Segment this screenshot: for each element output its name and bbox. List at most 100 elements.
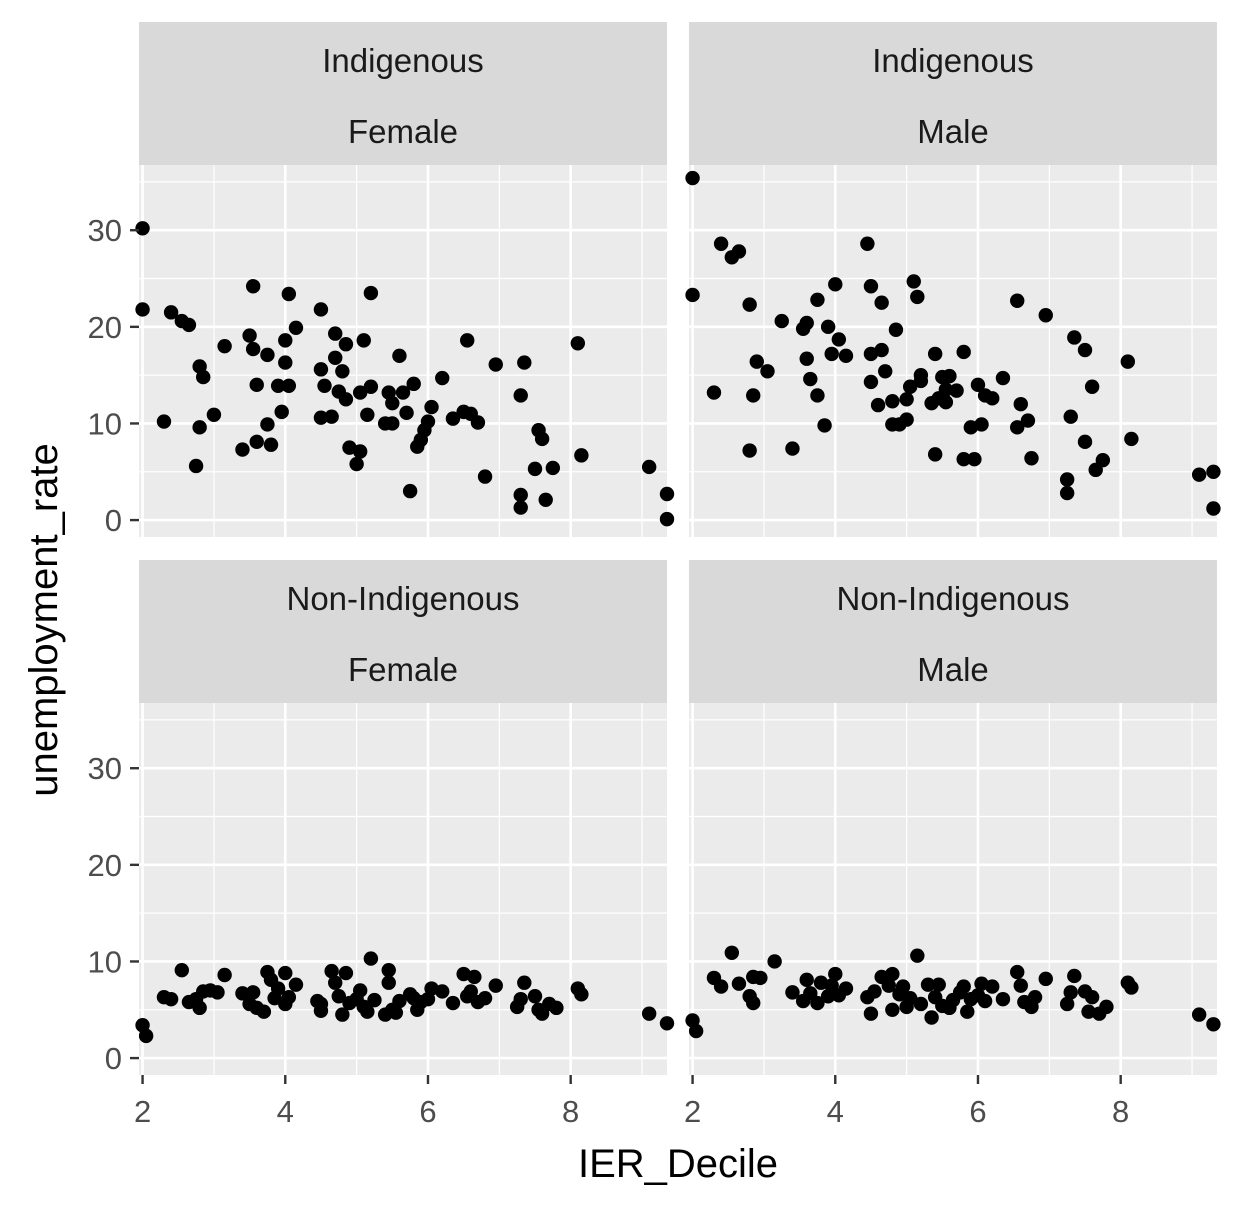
y-tick-label: 10	[88, 406, 122, 441]
data-point	[817, 418, 832, 433]
data-point	[713, 236, 729, 251]
data-point	[281, 378, 297, 393]
data-point	[1013, 396, 1028, 412]
data-point	[874, 342, 889, 358]
data-point	[278, 333, 293, 348]
strip-label-sex: Female	[348, 651, 458, 688]
data-point	[906, 274, 921, 289]
data-point	[402, 483, 418, 499]
data-point	[317, 378, 332, 393]
data-point	[742, 443, 757, 458]
data-point	[328, 975, 343, 990]
data-point	[641, 459, 657, 475]
data-point	[217, 967, 232, 983]
data-point	[838, 348, 854, 364]
data-point	[338, 965, 354, 981]
data-point	[288, 977, 304, 992]
data-point	[288, 320, 304, 336]
data-point	[513, 388, 528, 403]
data-point	[263, 437, 279, 452]
data-point	[135, 302, 150, 317]
data-point	[824, 346, 839, 362]
data-point	[1077, 342, 1093, 358]
data-point	[352, 444, 368, 459]
y-tick-label: 20	[88, 310, 122, 345]
data-point	[513, 487, 528, 503]
data-point	[767, 954, 782, 969]
data-point	[724, 945, 740, 960]
data-point	[1067, 968, 1082, 984]
strip-label-group: Indigenous	[872, 42, 1033, 79]
data-point	[188, 458, 204, 474]
data-point	[1206, 1017, 1221, 1032]
data-point	[970, 377, 986, 393]
strip-label-group: Non-Indigenous	[287, 580, 520, 617]
data-point	[313, 302, 329, 317]
data-point	[356, 333, 371, 348]
data-point	[985, 391, 1000, 406]
data-point	[659, 486, 675, 502]
data-point	[913, 996, 929, 1012]
data-point	[1010, 964, 1025, 980]
data-point	[920, 977, 936, 992]
facet-strip	[139, 560, 667, 703]
data-point	[685, 287, 700, 303]
data-point	[995, 991, 1011, 1007]
data-point	[513, 500, 528, 515]
data-point	[517, 975, 532, 990]
data-point	[967, 452, 982, 467]
data-point	[863, 279, 879, 294]
data-point	[742, 297, 757, 312]
y-axis-title: unemployment_rate	[22, 443, 66, 797]
data-point	[1020, 413, 1036, 428]
data-point	[574, 448, 589, 463]
data-point	[785, 441, 800, 456]
data-point	[1063, 409, 1078, 424]
data-point	[1124, 980, 1139, 995]
data-point	[445, 411, 461, 426]
data-point	[888, 322, 904, 337]
data-point	[867, 984, 882, 999]
data-point	[1059, 485, 1075, 501]
data-point	[956, 979, 971, 994]
data-point	[881, 978, 896, 993]
data-point	[395, 385, 411, 400]
data-point	[706, 385, 722, 400]
data-point	[938, 395, 954, 410]
data-point	[381, 975, 396, 990]
x-axis-title: IER_Decile	[578, 1142, 778, 1186]
strip-label-sex: Female	[348, 113, 458, 150]
facet-panel: Indigenous Male	[685, 22, 1221, 537]
panel-background	[689, 165, 1217, 537]
data-point	[1095, 452, 1111, 468]
data-point	[245, 341, 261, 357]
data-point	[1081, 1004, 1096, 1019]
data-point	[1038, 308, 1053, 323]
data-point	[328, 326, 343, 341]
data-point	[335, 364, 350, 379]
data-point	[313, 362, 329, 377]
data-point	[927, 346, 943, 362]
data-point	[977, 993, 993, 1009]
data-point	[349, 456, 364, 472]
x-tick-label: 4	[277, 1094, 294, 1129]
data-point	[899, 392, 914, 407]
data-point	[163, 305, 179, 320]
data-point	[659, 511, 675, 527]
data-point	[810, 292, 825, 307]
data-point	[810, 388, 825, 403]
data-point	[760, 364, 775, 379]
data-point	[385, 395, 400, 411]
data-point	[249, 434, 264, 450]
data-point	[420, 414, 436, 429]
data-point	[949, 383, 964, 398]
data-point	[278, 355, 293, 370]
data-point	[338, 392, 354, 407]
data-point	[570, 336, 586, 351]
data-point	[746, 995, 761, 1011]
data-point	[885, 966, 900, 982]
data-point	[902, 990, 918, 1006]
data-point	[435, 370, 450, 386]
data-point	[281, 990, 297, 1005]
x-tick-label: 4	[827, 1094, 844, 1129]
